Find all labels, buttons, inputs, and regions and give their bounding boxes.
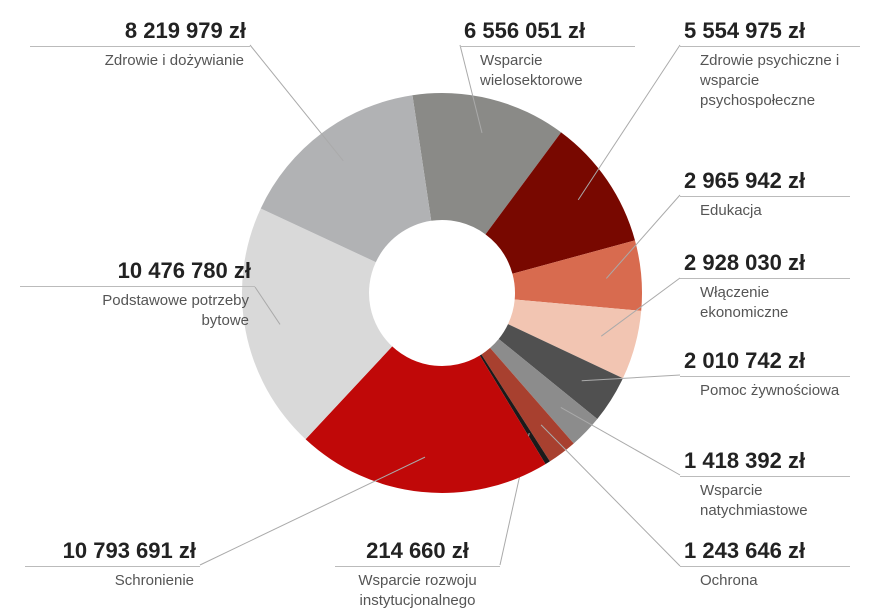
value-label: 2 965 942 zł bbox=[680, 168, 850, 197]
leader-line bbox=[254, 286, 281, 325]
leader-line bbox=[577, 44, 681, 201]
leader-line bbox=[540, 424, 681, 567]
category-label: Zdrowie i dożywianie bbox=[104, 52, 244, 69]
value-label: 10 476 780 zł bbox=[20, 258, 255, 287]
value-label: 2 010 742 zł bbox=[680, 348, 850, 377]
slice bbox=[512, 240, 642, 311]
category-label: Edukacja bbox=[700, 202, 762, 219]
leader-line bbox=[581, 374, 681, 382]
category-label: Zdrowie psychiczne i wsparcie psychospoł… bbox=[700, 52, 840, 109]
leader-line bbox=[459, 44, 483, 134]
slice bbox=[498, 324, 623, 420]
leader-line bbox=[560, 407, 681, 476]
slice-label: 2 010 742 zł Pomoc żywnościowa bbox=[680, 348, 850, 401]
category-label: Wsparcie natychmiastowe bbox=[700, 482, 808, 519]
slice bbox=[490, 338, 598, 444]
slice bbox=[260, 95, 432, 263]
value-label: 2 928 030 zł bbox=[680, 250, 850, 279]
value-label: 214 660 zł bbox=[335, 538, 500, 567]
slice-label: 1 243 646 zł Ochrona bbox=[680, 538, 850, 591]
category-label: Pomoc żywnościowa bbox=[700, 382, 840, 399]
leader-line bbox=[199, 456, 426, 566]
slice bbox=[412, 93, 562, 235]
slice bbox=[485, 132, 635, 274]
value-label: 5 554 975 zł bbox=[680, 18, 860, 47]
category-label: Wsparcie rozwoju instytucjonalnego bbox=[358, 572, 477, 609]
value-label: 8 219 979 zł bbox=[30, 18, 250, 47]
slice-label: 2 928 030 zł Włączenie ekonomiczne bbox=[680, 250, 850, 323]
slice-label: 2 965 942 zł Edukacja bbox=[680, 168, 850, 221]
value-label: 1 418 392 zł bbox=[680, 448, 850, 477]
value-label: 1 243 646 zł bbox=[680, 538, 850, 567]
slice bbox=[479, 354, 550, 465]
slice-label: 5 554 975 zł Zdrowie psychiczne i wsparci… bbox=[680, 18, 860, 111]
slice bbox=[241, 208, 393, 440]
category-label: Podstawowe potrzeby bytowe bbox=[102, 292, 249, 329]
slice-label: 1 418 392 zł Wsparcie natychmiastowe bbox=[680, 448, 850, 521]
slice bbox=[508, 299, 642, 379]
slice-label: 214 660 zł Wsparcie rozwoju instytucjonal… bbox=[335, 538, 500, 609]
leader-line bbox=[605, 194, 681, 279]
slice-label: 10 793 691 zł Schronienie bbox=[25, 538, 200, 591]
slice-label: 8 219 979 zł Zdrowie i dożywianie bbox=[30, 18, 250, 71]
value-label: 10 793 691 zł bbox=[25, 538, 200, 567]
category-label: Włączenie ekonomiczne bbox=[700, 284, 789, 321]
slice bbox=[305, 346, 546, 493]
category-label: Wsparcie wielosektorowe bbox=[480, 52, 583, 89]
category-label: Ochrona bbox=[700, 572, 758, 589]
value-label: 6 556 051 zł bbox=[460, 18, 635, 47]
leader-line bbox=[600, 277, 681, 337]
slice-label: 6 556 051 zł Wsparcie wielosektorowe bbox=[460, 18, 635, 91]
slice bbox=[481, 347, 574, 462]
slice-label: 10 476 780 zł Podstawowe potrzeby bytowe bbox=[20, 258, 255, 331]
leader-line bbox=[249, 44, 344, 162]
category-label: Schronienie bbox=[114, 572, 194, 589]
